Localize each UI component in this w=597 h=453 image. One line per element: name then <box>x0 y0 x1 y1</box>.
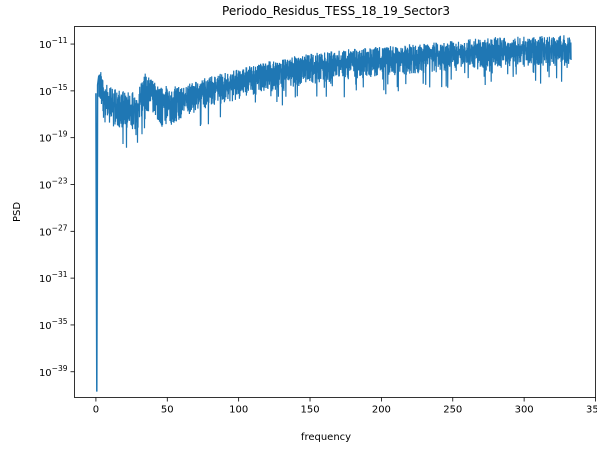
chart-title: Periodo_Residus_TESS_18_19_Sector3 <box>222 4 450 18</box>
x-tick-label: 200 <box>372 405 391 416</box>
y-tick-label: 10−11 <box>39 36 68 51</box>
y-axis-label: PSD <box>12 202 23 222</box>
x-axis: 0 50 100 150 200 250 300 350 <box>93 397 597 416</box>
plot-frame <box>74 26 596 398</box>
y-tick-label: 10−39 <box>39 364 68 379</box>
x-tick-label: 250 <box>443 405 462 416</box>
plot-area <box>95 35 572 392</box>
x-tick-label: 300 <box>515 405 534 416</box>
y-tick-label: 10−35 <box>39 317 68 332</box>
x-tick-label: 0 <box>93 405 99 416</box>
x-tick-label: 350 <box>586 405 597 416</box>
x-tick-label: 150 <box>300 405 319 416</box>
y-axis: 10−11 10−15 10−19 10−23 10−27 10−31 10−35 10−39 <box>39 36 75 379</box>
x-tick-label: 50 <box>161 405 174 416</box>
y-tick-label: 10−15 <box>39 83 68 98</box>
y-tick-label: 10−19 <box>39 130 68 145</box>
psd-noise-band <box>98 35 572 148</box>
y-tick-label: 10−27 <box>39 223 68 238</box>
y-tick-label: 10−23 <box>39 176 68 191</box>
x-tick-label: 100 <box>229 405 248 416</box>
y-tick-label: 10−31 <box>39 270 68 285</box>
x-axis-label: frequency <box>301 432 351 443</box>
